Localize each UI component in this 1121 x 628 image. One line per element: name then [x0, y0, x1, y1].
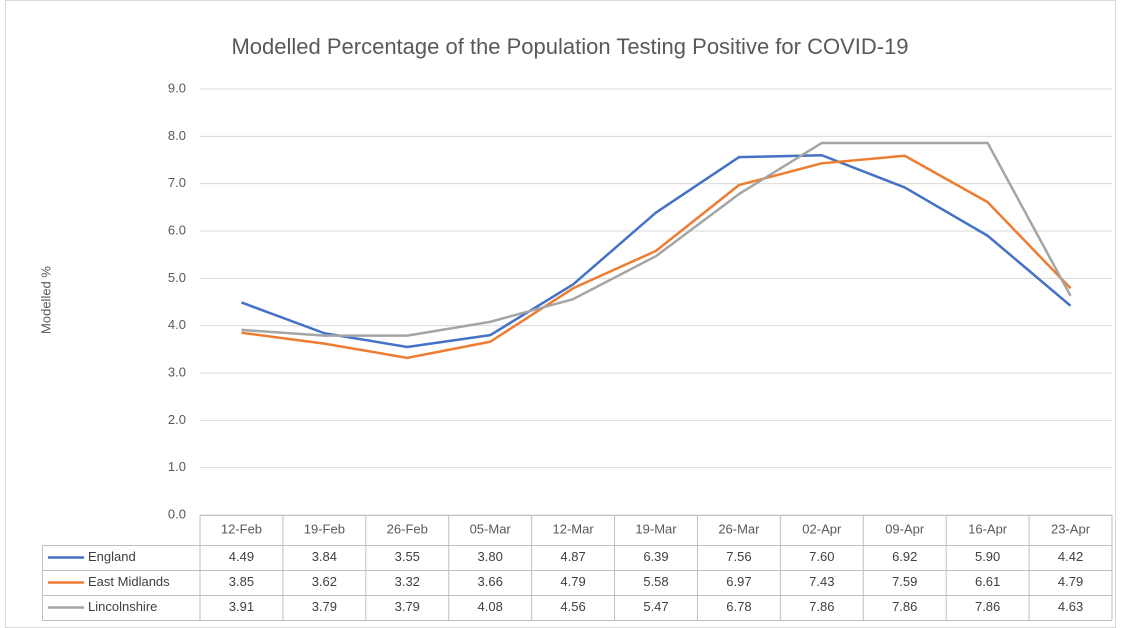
table-value: 3.80	[478, 549, 503, 564]
table-value: 3.55	[395, 549, 420, 564]
table-value: 6.97	[726, 574, 751, 589]
y-tick-label: 8.0	[168, 128, 186, 143]
y-tick-label: 7.0	[168, 175, 186, 190]
table-value: 6.39	[643, 549, 668, 564]
table-value: 3.66	[478, 574, 503, 589]
table-value: 4.79	[1058, 574, 1083, 589]
x-tick-label: 16-Apr	[968, 521, 1008, 536]
table-value: 5.47	[643, 599, 668, 614]
series-line	[241, 154, 1072, 360]
legend-label: East Midlands	[88, 574, 170, 589]
table-value: 7.86	[975, 599, 1000, 614]
table-value: 4.56	[560, 599, 585, 614]
chart-border	[5, 0, 1116, 628]
x-tick-label: 19-Feb	[304, 521, 345, 536]
x-tick-label: 12-Feb	[221, 521, 262, 536]
table-value: 3.79	[395, 599, 420, 614]
table-value: 7.86	[892, 599, 917, 614]
x-tick-label: 26-Feb	[387, 521, 428, 536]
table-value: 3.91	[229, 599, 254, 614]
y-tick-label: 3.0	[168, 364, 186, 379]
table-value: 7.59	[892, 574, 917, 589]
y-tick-label: 9.0	[168, 80, 186, 95]
table-value: 6.78	[726, 599, 751, 614]
x-tick-label: 05-Mar	[470, 521, 512, 536]
x-tick-label: 12-Mar	[552, 521, 594, 536]
x-tick-label: 26-Mar	[718, 521, 760, 536]
table-value: 3.85	[229, 574, 254, 589]
y-tick-label: 4.0	[168, 317, 186, 332]
table-value: 5.58	[643, 574, 668, 589]
table-value: 7.60	[809, 549, 834, 564]
y-axis-label: Modelled %	[38, 266, 53, 334]
x-tick-label: 23-Apr	[1051, 521, 1091, 536]
table-value: 6.92	[892, 549, 917, 564]
table-value: 5.90	[975, 549, 1000, 564]
y-tick-label: 0.0	[168, 506, 186, 521]
y-tick-label: 5.0	[168, 270, 186, 285]
table-value: 3.32	[395, 574, 420, 589]
table-value: 7.43	[809, 574, 834, 589]
table-value: 4.08	[478, 599, 503, 614]
x-tick-label: 09-Apr	[885, 521, 925, 536]
series-line	[241, 154, 1072, 349]
table-value: 7.56	[726, 549, 751, 564]
table-value: 3.79	[312, 599, 337, 614]
table-value: 4.42	[1058, 549, 1083, 564]
table-value: 4.87	[560, 549, 585, 564]
y-tick-label: 1.0	[168, 459, 186, 474]
table-value: 4.49	[229, 549, 254, 564]
table-value: 3.84	[312, 549, 337, 564]
table-value: 4.79	[560, 574, 585, 589]
y-tick-label: 6.0	[168, 222, 186, 237]
legend-label: England	[88, 549, 136, 564]
table-value: 4.63	[1058, 599, 1083, 614]
series-line	[241, 141, 1072, 337]
table-value: 7.86	[809, 599, 834, 614]
y-tick-label: 2.0	[168, 412, 186, 427]
chart-title: Modelled Percentage of the Population Te…	[231, 34, 908, 59]
table-value: 6.61	[975, 574, 1000, 589]
x-tick-label: 02-Apr	[802, 521, 842, 536]
x-tick-label: 19-Mar	[635, 521, 677, 536]
table-value: 3.62	[312, 574, 337, 589]
legend-label: Lincolnshire	[88, 599, 157, 614]
